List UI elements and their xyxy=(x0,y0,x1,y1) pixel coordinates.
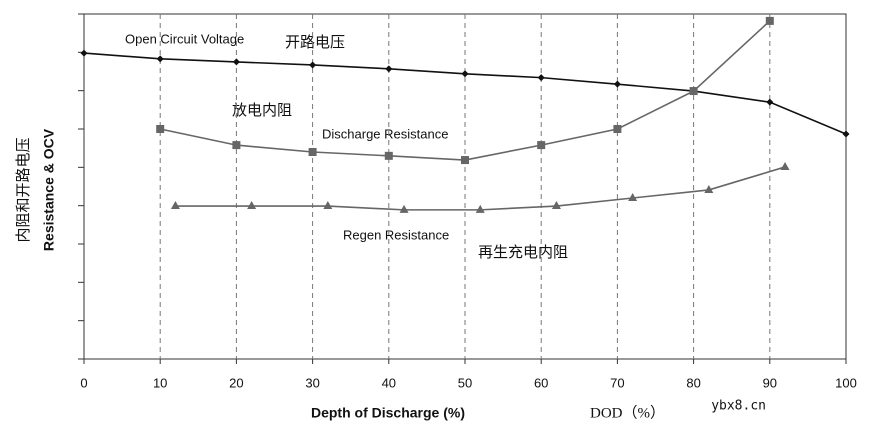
y-axis-title-cn: 内阻和开路电压 xyxy=(15,137,32,242)
marker xyxy=(780,161,790,170)
y-axis-title: Resistance & OCV xyxy=(41,128,57,251)
annotation: Discharge Resistance xyxy=(322,126,448,141)
x-tick-label: 40 xyxy=(382,375,396,390)
x-axis-title-cn: DOD（%） xyxy=(590,404,665,421)
marker xyxy=(842,130,850,138)
marker xyxy=(613,125,622,133)
x-tick-label: 100 xyxy=(835,375,857,390)
x-tick-label: 0 xyxy=(80,375,87,390)
marker xyxy=(156,55,164,63)
watermark: ybx8.cn xyxy=(711,399,766,414)
x-tick-label: 50 xyxy=(458,375,472,390)
marker xyxy=(689,87,698,96)
marker xyxy=(309,61,317,69)
marker xyxy=(384,151,393,160)
annotation: Open Circuit Voltage xyxy=(125,31,244,46)
marker xyxy=(170,201,180,210)
marker xyxy=(704,184,714,193)
marker xyxy=(399,204,409,213)
marker xyxy=(461,156,469,165)
x-tick-label: 60 xyxy=(534,375,548,390)
marker xyxy=(232,141,241,150)
marker xyxy=(323,201,333,210)
marker xyxy=(765,16,774,25)
marker xyxy=(385,65,393,73)
marker xyxy=(551,201,561,210)
x-tick-label: 80 xyxy=(686,375,700,390)
annotation: 放电内阻 xyxy=(232,102,292,119)
x-tick-label: 10 xyxy=(153,375,167,390)
marker xyxy=(537,141,546,150)
marker xyxy=(766,98,774,106)
x-tick-label: 90 xyxy=(763,375,777,390)
annotation: Regen Resistance xyxy=(343,227,449,242)
marker xyxy=(628,193,638,201)
marker xyxy=(461,70,469,78)
x-axis-title: Depth of Discharge (%) xyxy=(311,405,465,421)
marker xyxy=(613,80,621,88)
marker xyxy=(247,201,257,210)
marker xyxy=(232,58,240,66)
marker xyxy=(308,148,317,156)
annotation: 开路电压 xyxy=(285,34,345,51)
annotation: 再生充电内阻 xyxy=(478,244,568,261)
x-tick-label: 20 xyxy=(229,375,243,390)
marker xyxy=(475,204,485,213)
series-line xyxy=(83,52,847,135)
marker xyxy=(80,49,88,57)
x-tick-label: 70 xyxy=(610,375,624,390)
marker xyxy=(537,74,545,82)
marker xyxy=(156,125,165,133)
x-tick-label: 30 xyxy=(305,375,319,390)
